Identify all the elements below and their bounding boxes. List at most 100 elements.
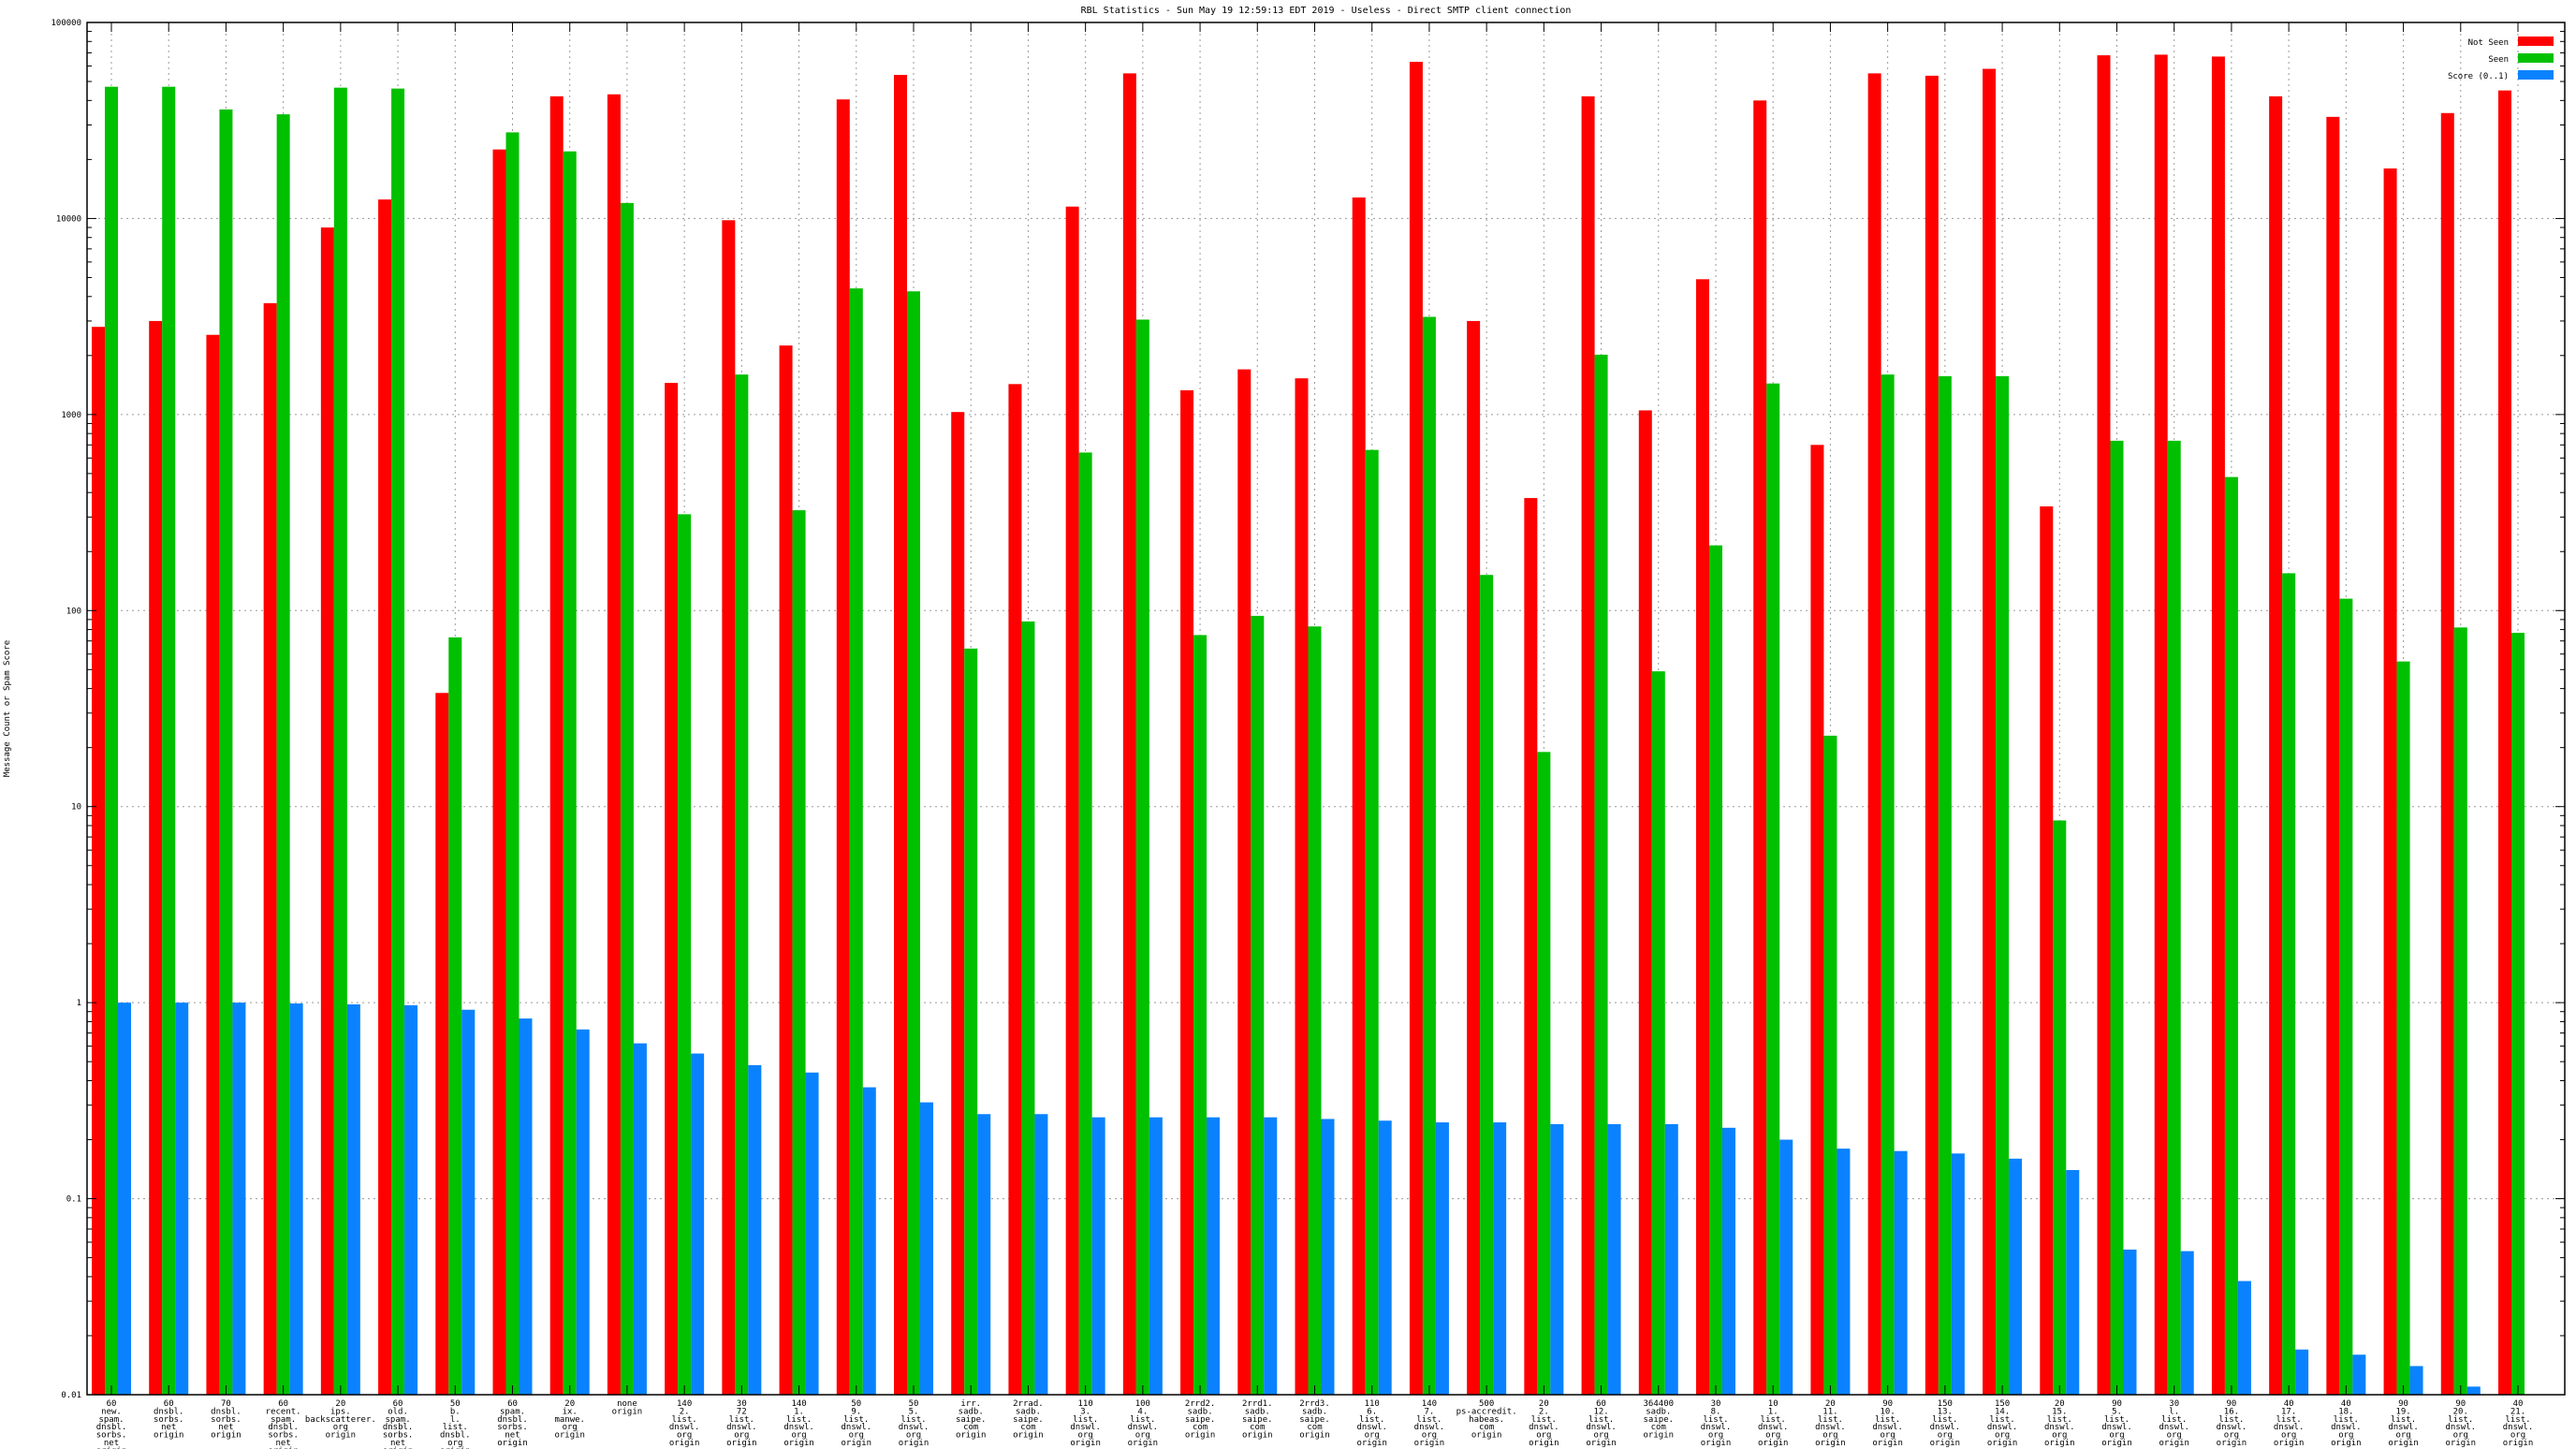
bar-not-seen: [1925, 75, 1939, 1395]
bar-not-seen: [1008, 384, 1022, 1396]
category-label-line: origin: [1758, 1439, 1789, 1448]
category-label-line: 3.: [1080, 1407, 1090, 1416]
category-label-line: origin: [326, 1431, 357, 1441]
category-label-line: org: [849, 1431, 864, 1441]
category-label-line: 110: [1365, 1399, 1380, 1409]
category-label-line: dnsbl.: [211, 1407, 242, 1416]
chart-title: RBL Statistics - Sun May 19 12:59:13 EDT…: [1081, 6, 1572, 16]
bar-score-0-1: [748, 1064, 762, 1395]
category-label-line: 17.: [2281, 1407, 2296, 1416]
category-label-line: origin: [1872, 1439, 1903, 1448]
bar-score-0-1: [175, 1003, 189, 1395]
category-label-line: org: [1422, 1431, 1437, 1441]
bar-not-seen: [2154, 54, 2168, 1395]
bar-score-0-1: [1837, 1149, 1851, 1395]
category-label-line: dnsbl.: [154, 1407, 184, 1416]
category-label-line: list.: [1990, 1415, 2015, 1425]
category-label-line: origin: [956, 1431, 987, 1441]
category-label-line: 5.: [909, 1407, 919, 1416]
category-label-line: list.: [1588, 1415, 1614, 1425]
category-label-line: 70: [221, 1399, 231, 1409]
category-label-line: dnswl.: [1070, 1423, 1101, 1432]
bar-score-0-1: [519, 1018, 533, 1395]
category-label: 150 14. list. dnswl. org origin: [1987, 1399, 2018, 1448]
category-label-line: dnsbl.: [96, 1423, 127, 1432]
bar-not-seen: [1352, 197, 1366, 1396]
bar-seen: [1823, 735, 1837, 1395]
bar-seen: [2282, 573, 2296, 1395]
category-label-line: 50: [851, 1399, 861, 1409]
category-label-line: saipe.: [1185, 1415, 1216, 1425]
bar-score-0-1: [977, 1114, 991, 1395]
category-label-line: sadb.: [959, 1407, 984, 1416]
bar-seen: [391, 88, 405, 1395]
category-label-line: 2rrad.: [1013, 1399, 1044, 1409]
bar-seen: [1021, 621, 1035, 1395]
category-label-line: origin: [1987, 1439, 2018, 1448]
category-label-line: 30: [1711, 1399, 1721, 1409]
category-label-line: 100: [1135, 1399, 1150, 1409]
bar-seen: [1251, 615, 1265, 1395]
category-label-line: origin: [1529, 1439, 1559, 1448]
category-label-line: origin: [899, 1439, 929, 1448]
category-label-line: origin: [726, 1439, 757, 1448]
category-label-line: 40: [2284, 1399, 2294, 1409]
bar-seen: [2453, 627, 2467, 1395]
category-label-line: saipe.: [1299, 1415, 1330, 1425]
category-label-line: sorbs.: [268, 1431, 299, 1441]
category-label-line: sorbs.: [497, 1423, 528, 1432]
category-label-line: 2rrd2.: [1185, 1399, 1216, 1409]
category-label: 50 9. list. dnswl. org origin: [842, 1399, 872, 1448]
category-label-line: origin: [2044, 1439, 2075, 1448]
category-label-line: 2.: [1539, 1407, 1549, 1416]
category-label-line: list.: [672, 1415, 697, 1425]
category-label-line: 18.: [2338, 1407, 2353, 1416]
category-label: 140 2. list. dnswl. org origin: [669, 1399, 700, 1448]
bar-not-seen: [1180, 389, 1194, 1395]
category-label-line: 90: [1882, 1399, 1893, 1409]
category-label: 20 15. list. dnswl. org origin: [2044, 1399, 2075, 1448]
bar-not-seen: [779, 345, 793, 1395]
category-label-line: origin: [268, 1446, 299, 1449]
category-label-line: origin: [154, 1431, 184, 1441]
category-label-line: saipe.: [1013, 1415, 1044, 1425]
category-label-line: dnsbl.: [383, 1423, 414, 1432]
category-label-line: list.: [2505, 1415, 2530, 1425]
bar-seen: [620, 202, 634, 1396]
category-label-line: list.: [1130, 1415, 1155, 1425]
category-label-line: recent.: [266, 1407, 301, 1416]
category-label-line: 20.: [2453, 1407, 2468, 1416]
category-label-line: sadb.: [1016, 1407, 1041, 1416]
category-label-line: 9.: [851, 1407, 861, 1416]
bar-score-0-1: [633, 1043, 647, 1395]
category-label-line: list.: [2276, 1415, 2302, 1425]
category-label-line: 90: [2455, 1399, 2466, 1409]
bar-seen: [1193, 635, 1208, 1395]
bar-seen: [1135, 319, 1149, 1395]
category-label-line: irr.: [960, 1399, 981, 1409]
y-tick-label: 1: [77, 999, 81, 1008]
category-label-line: org: [333, 1423, 348, 1432]
category-label: 90 19. list. dnswl. org origin: [2388, 1399, 2419, 1448]
category-label-line: org: [2224, 1431, 2239, 1441]
bar-seen: [2339, 598, 2353, 1395]
bar-not-seen: [2326, 116, 2340, 1396]
category-label-line: manwe.: [554, 1415, 585, 1425]
bar-score-0-1: [289, 1003, 303, 1395]
category-label: 40 21. list. dnswl. org origin: [2503, 1399, 2534, 1448]
category-label-line: 72: [737, 1407, 747, 1416]
legend-swatch: [2518, 37, 2554, 46]
bar-not-seen: [836, 99, 850, 1396]
category-label-line: dnswl.: [783, 1423, 814, 1432]
category-label-line: list.: [1416, 1415, 1442, 1425]
category-label-line: 60: [164, 1399, 174, 1409]
category-label-line: 60: [1596, 1399, 1606, 1409]
category-label-line: origin: [1128, 1439, 1159, 1448]
category-label-line: ps-accredit.: [1456, 1407, 1517, 1416]
category-label: 20 ix. manwe. org origin: [554, 1399, 585, 1441]
category-label-line: org: [1995, 1431, 2010, 1441]
bar-seen: [1422, 316, 1436, 1395]
bar-seen: [792, 510, 806, 1395]
category-label-line: ips.: [330, 1407, 351, 1416]
